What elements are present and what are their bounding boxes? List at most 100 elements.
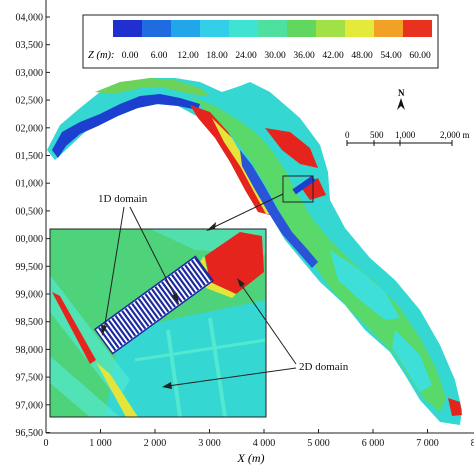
y-axis-tick-label: 00,500 — [16, 206, 44, 217]
one-d-stripe — [180, 266, 200, 291]
colorbar-swatches — [113, 20, 432, 37]
inset-border — [49, 228, 267, 418]
one-d-stripe — [121, 310, 140, 335]
y-axis-tick-label: 99,000 — [16, 290, 44, 301]
one-d-stripe — [157, 283, 176, 308]
river-cyan-patch — [330, 250, 400, 320]
leader-arrowhead — [206, 222, 216, 231]
one-d-stripe — [111, 317, 130, 342]
colorbar-tick-label: 42.00 — [322, 51, 344, 61]
one-d-stripe — [154, 286, 173, 311]
y-axis-tick-label: 99,500 — [16, 262, 44, 273]
colorbar-swatch — [229, 20, 258, 37]
one-d-stripe — [114, 315, 133, 339]
leader-line — [209, 193, 284, 230]
inset-road — [134, 338, 266, 362]
colorbar: Z (m): 0.00 6.00 12.00 18.00 24.00 30.00 36.00… — [82, 14, 439, 69]
colorbar-swatch — [345, 20, 374, 37]
colorbar-swatch — [316, 20, 345, 37]
inset-yellow-strip — [96, 362, 138, 417]
scale-label-0: 0 — [345, 130, 350, 140]
y-axis-tick-label: 04,000 — [16, 13, 44, 24]
inset-band — [50, 356, 120, 417]
y-axis-ticks: 04,000 03,500 03,000 02,500 02,000 01,500 01,0… — [16, 13, 50, 439]
two-d-domain-label: 2D domain — [299, 361, 349, 373]
one-d-stripe — [101, 324, 120, 349]
one-d-stripe — [190, 259, 210, 284]
colorbar-swatch — [142, 20, 171, 37]
one-d-domain-band — [93, 255, 215, 355]
one-d-stripe — [177, 269, 196, 294]
y-axis-tick-label: 02,000 — [16, 123, 44, 134]
x-axis-ticks: 0 1 000 2 000 3 000 4 000 5 000 6 000 7 000 8 00… — [44, 429, 474, 449]
y-axis-tick-label: 96,500 — [16, 428, 44, 439]
colorbar-swatch — [200, 20, 229, 37]
x-axis-tick-label: 3 000 — [198, 438, 221, 449]
upstream-channel — [52, 94, 200, 158]
inset-band — [50, 275, 130, 400]
scale-label-end: 2,000 m — [440, 130, 470, 140]
main-channel — [240, 150, 318, 268]
colorbar-tick-label: 6.00 — [151, 51, 168, 61]
one-d-stripe — [144, 293, 163, 318]
upstream-green-bank — [95, 78, 210, 96]
x-axis-tick-label: 5 000 — [307, 438, 330, 449]
one-d-stripe — [117, 312, 137, 337]
colorbar-swatch — [403, 20, 432, 37]
one-d-stripe — [134, 300, 153, 325]
inset-red-block — [205, 232, 264, 294]
inset-red-strip — [52, 292, 96, 364]
river-green — [190, 96, 446, 412]
y-axis-tick-label: 01,000 — [16, 179, 44, 190]
inset-road — [208, 317, 227, 417]
colorbar-tick-label: 54.00 — [380, 51, 402, 61]
colorbar-tick-label: 12.00 — [177, 51, 199, 61]
two-d-arrow-2 — [167, 367, 297, 387]
y-axis-tick-label: 98,000 — [16, 345, 44, 356]
one-d-stripe — [147, 290, 167, 315]
one-d-stripe — [171, 274, 190, 298]
y-axis-tick-label: 97,000 — [16, 400, 44, 411]
one-d-stripe — [184, 264, 203, 289]
scale-label-500: 500 — [370, 130, 384, 140]
one-d-arrow-2 — [129, 206, 177, 299]
one-d-stripe — [167, 276, 186, 301]
x-axis-tick-label: 7 000 — [416, 438, 439, 449]
one-d-stripe — [107, 319, 127, 344]
colorbar-tick-label: 18.00 — [206, 51, 228, 61]
north-label: N — [398, 88, 405, 98]
two-d-arrow-1 — [239, 282, 297, 365]
one-d-stripe — [194, 257, 213, 282]
x-axis-tick-label: 6 000 — [362, 438, 385, 449]
inset-road — [166, 329, 182, 417]
colorbar-tick-label: 30.00 — [264, 51, 286, 61]
one-d-arrow-1 — [103, 206, 125, 331]
one-d-stripe — [137, 298, 157, 323]
one-d-stripe — [124, 307, 143, 332]
colorbar-tick-label: 36.00 — [293, 51, 315, 61]
one-d-domain-label: 1D domain — [98, 193, 148, 205]
colorbar-tick-label: 24.00 — [235, 51, 257, 61]
one-d-stripe — [174, 271, 193, 296]
y-axis-tick-label: 00,000 — [16, 234, 44, 245]
y-axis-tick-label: 03,500 — [16, 40, 44, 51]
colorbar-swatch — [258, 20, 287, 37]
scale-bar: 0 500 1,000 2,000 m — [345, 130, 470, 146]
colorbar-swatch — [374, 20, 403, 37]
colorbar-tick-labels: 0.00 6.00 12.00 18.00 24.00 30.00 36.00 42.00 48… — [122, 51, 431, 61]
y-axis-tick-label: 03,000 — [16, 68, 44, 79]
x-axis-tick-label: 1 000 — [89, 438, 112, 449]
structure-marker — [292, 175, 316, 195]
colorbar-swatch — [287, 20, 316, 37]
scale-label-1000: 1,000 — [395, 130, 416, 140]
x-axis-tick-label: 8 000 — [471, 438, 474, 449]
x-axis-tick-label: 2 000 — [144, 438, 167, 449]
two-d-arrowhead-1 — [237, 278, 245, 287]
x-axis-tick-label: 0 — [44, 438, 49, 449]
colorbar-tick-label: 48.00 — [351, 51, 373, 61]
one-d-arrowhead-1 — [101, 325, 107, 336]
one-d-stripe — [131, 302, 150, 327]
two-d-arrowhead-2 — [162, 382, 172, 389]
river-cyan-patch — [392, 330, 432, 392]
